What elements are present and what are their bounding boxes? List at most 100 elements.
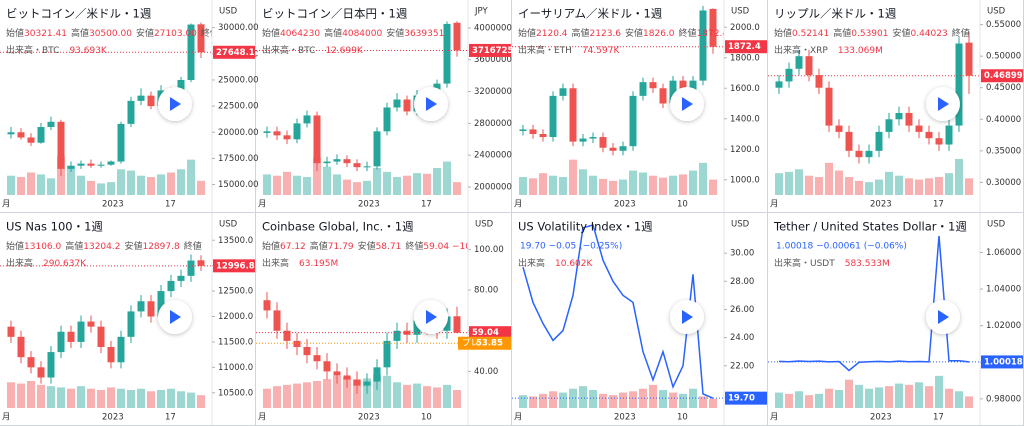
candle-body bbox=[529, 129, 537, 134]
candle-body bbox=[197, 260, 205, 266]
candle-body bbox=[7, 326, 15, 337]
volume-bar bbox=[157, 390, 165, 408]
x-tick-label: 2023 bbox=[614, 413, 636, 423]
candle-body bbox=[87, 321, 95, 327]
candle-body bbox=[157, 291, 165, 317]
y-tick-label: 12000.0 bbox=[218, 312, 253, 322]
candle-body bbox=[57, 331, 65, 353]
volume-bar bbox=[845, 379, 853, 408]
candle-body bbox=[187, 260, 195, 276]
y-tick-label: 13500.0 bbox=[218, 236, 253, 246]
last-price-box bbox=[213, 259, 255, 273]
volume-bar bbox=[147, 391, 155, 408]
play-icon bbox=[682, 310, 693, 324]
y-tick-label: 0.40000 bbox=[986, 115, 1021, 125]
candle-body bbox=[97, 164, 105, 166]
info-label: 始値 bbox=[6, 27, 24, 39]
volume-info: 出来高 63.195M bbox=[262, 257, 338, 269]
info-label: 高値 bbox=[572, 27, 590, 39]
candle-body bbox=[127, 100, 135, 124]
last-price-box bbox=[725, 391, 767, 405]
x-tick-label: 17 bbox=[165, 200, 176, 210]
candle-body bbox=[805, 56, 813, 76]
candle-body bbox=[579, 138, 587, 142]
candle-body bbox=[333, 159, 341, 162]
volume-bar bbox=[167, 388, 175, 408]
candle-body bbox=[925, 131, 933, 139]
chart-title: Coinbase Global, Inc.・1週 bbox=[262, 220, 414, 234]
x-tick-label: 17 bbox=[421, 200, 432, 210]
candle-body bbox=[669, 80, 677, 104]
x-tick-label: 2023 bbox=[870, 200, 892, 210]
candle-body bbox=[283, 135, 291, 140]
line bbox=[522, 224, 714, 399]
candle-body bbox=[323, 361, 331, 372]
y-tick-label: 1200.0 bbox=[730, 145, 760, 155]
info-label: 高値 bbox=[310, 240, 328, 252]
info-label: 始値 bbox=[262, 27, 280, 39]
x-tick-label: 2023 bbox=[102, 200, 124, 210]
volume-bar bbox=[699, 396, 707, 408]
candle-body bbox=[47, 352, 55, 378]
volume-bar bbox=[137, 388, 145, 408]
info-label: 安値 bbox=[386, 27, 404, 39]
x-tick-label: 10 bbox=[421, 413, 432, 423]
last-price-label: 1.00018 bbox=[984, 357, 1023, 367]
candle-body bbox=[47, 121, 55, 128]
volume-bar bbox=[177, 169, 185, 195]
volume-bar bbox=[97, 390, 105, 408]
candle-body bbox=[137, 95, 145, 101]
candle-body bbox=[709, 8, 717, 47]
volume-bar bbox=[423, 173, 431, 195]
candle-body bbox=[699, 10, 707, 81]
y-tick-label: 20000.00 bbox=[218, 128, 259, 138]
candle-body bbox=[965, 42, 973, 76]
candle-body bbox=[17, 132, 25, 138]
volume-bar bbox=[795, 169, 803, 195]
candle-body bbox=[915, 125, 923, 132]
candle-body bbox=[333, 371, 341, 376]
volume-label: 出来高 bbox=[262, 257, 289, 269]
volume-bar bbox=[885, 386, 893, 408]
volume-bar bbox=[137, 175, 145, 195]
info-label: 終値 bbox=[952, 27, 970, 39]
candle-body bbox=[17, 336, 25, 358]
volume-bar bbox=[805, 395, 813, 408]
info-label: 始値 bbox=[774, 27, 792, 39]
info-value: 4084000 bbox=[342, 29, 382, 39]
volume-bar bbox=[895, 175, 903, 195]
volume-info: 出来高・BTC 12.699K bbox=[262, 44, 364, 56]
y-tick-label: 2000.0 bbox=[730, 23, 760, 33]
last-price-label: 12996.8 bbox=[216, 261, 255, 271]
volume-label: 出来高・XRP bbox=[774, 44, 828, 56]
x-tick-label: 2023 bbox=[358, 413, 380, 423]
candle-body bbox=[453, 22, 461, 51]
volume-bar bbox=[845, 177, 853, 195]
volume-bar bbox=[67, 388, 75, 408]
volume-bar bbox=[539, 173, 547, 195]
info-label: 安値 bbox=[625, 27, 643, 39]
info-value: 67.12 bbox=[280, 242, 306, 252]
volume-info: 出来高 10.602K bbox=[518, 257, 594, 269]
volume-value: 10.602K bbox=[555, 259, 593, 269]
last-price-box bbox=[469, 326, 511, 340]
last-price-label: 3716725 bbox=[472, 46, 513, 56]
volume-bar bbox=[955, 391, 963, 408]
candle-body bbox=[293, 123, 301, 140]
volume-bar bbox=[127, 170, 135, 195]
volume-bar bbox=[303, 177, 311, 195]
volume-bar bbox=[925, 386, 933, 408]
volume-label: 出来高・USDT bbox=[774, 257, 835, 269]
y-tick-label: 17500.00 bbox=[218, 154, 259, 164]
volume-bar bbox=[775, 392, 783, 408]
y-tick-label: 4000000 bbox=[474, 23, 512, 33]
currency: USD bbox=[475, 220, 494, 230]
candle-body bbox=[835, 125, 843, 132]
candle-body bbox=[7, 132, 15, 135]
volume-bar bbox=[403, 384, 411, 408]
x-tick-label: 17 bbox=[933, 200, 944, 210]
chart-title: イーサリアム／米ドル・1週 bbox=[518, 7, 663, 21]
volume-bar bbox=[383, 375, 391, 408]
volume-bar bbox=[453, 390, 461, 408]
